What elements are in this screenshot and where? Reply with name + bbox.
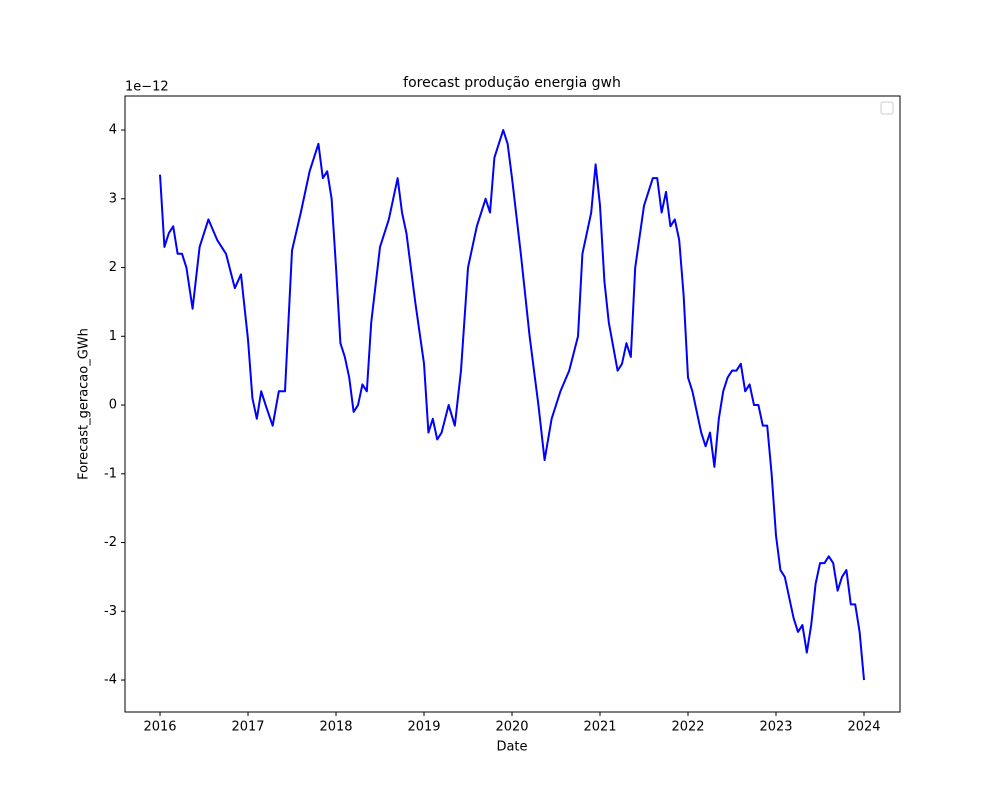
x-tick-label: 2018: [319, 720, 352, 735]
y-tick-label: -2: [104, 535, 117, 550]
data-line: [159, 129, 866, 681]
x-tick-label: 2021: [583, 720, 616, 735]
x-tick-label: 2023: [759, 720, 792, 735]
plot-frame: [124, 95, 901, 713]
x-tick-label: 2024: [847, 720, 880, 735]
y-tick-label: -4: [104, 673, 117, 688]
legend: [880, 101, 894, 115]
y-axis-label: Forecast_geracao_GWh: [77, 328, 92, 480]
y-tick-label: 1: [109, 329, 117, 344]
y-tick-label: 0: [109, 398, 117, 413]
x-tick-label: 2022: [671, 720, 704, 735]
x-axis-label: Date: [496, 740, 527, 755]
x-tick-label: 2020: [495, 720, 528, 735]
x-tick-label: 2019: [407, 720, 440, 735]
chart-title: forecast produção energia gwh: [403, 75, 621, 91]
y-tick-label: 3: [109, 191, 117, 206]
y-tick-label: 4: [109, 123, 117, 138]
y-tick-label: 2: [109, 260, 117, 275]
x-tick-label: 2016: [143, 720, 176, 735]
y-tick-label: -3: [104, 604, 117, 619]
x-tick-label: 2017: [231, 720, 264, 735]
y-tick-label: -1: [104, 466, 117, 481]
y-offset-text: 1e−12: [125, 80, 169, 95]
